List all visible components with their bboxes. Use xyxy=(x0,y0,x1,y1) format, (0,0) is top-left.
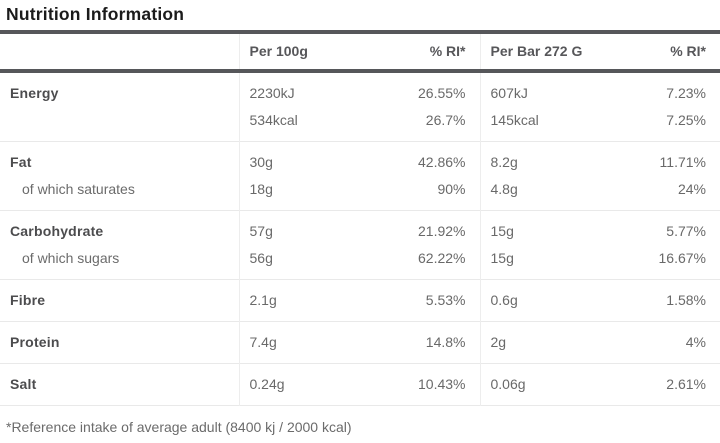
row-label: Protein xyxy=(10,334,60,350)
cell-per-bar: 0.06g xyxy=(479,363,600,406)
cell-ri-per-100g: 62.22% xyxy=(418,250,466,266)
row-label: Fibre xyxy=(10,292,46,308)
page-title: Nutrition Information xyxy=(6,4,185,24)
cell-per-100g: 534kcal xyxy=(238,107,359,142)
cell-per-100g: 56g xyxy=(238,245,359,280)
cell-per-100g: 7.4g xyxy=(238,321,359,364)
cell-ri-per-bar: 7.23% xyxy=(666,85,706,101)
cell-ri-per-bar: 4% xyxy=(685,334,706,350)
cell-ri-per-100g: 26.7% xyxy=(425,112,466,128)
cell-ri-per-100g: 14.8% xyxy=(425,334,466,350)
column-header-ri-per-bar: % RI* xyxy=(670,43,706,59)
cell-ri-per-bar: 11.71% xyxy=(659,154,706,170)
column-header-per-100g: Per 100g xyxy=(238,32,359,71)
cell-per-100g: 0.24g xyxy=(238,363,359,406)
row-label xyxy=(0,107,239,142)
cell-per-100g: 18g xyxy=(238,176,359,211)
cell-ri-per-100g: 42.86% xyxy=(418,154,466,170)
cell-per-100g: 2230kJ xyxy=(238,71,359,107)
cell-per-bar: 4.8g xyxy=(479,176,600,211)
row-label: Energy xyxy=(10,85,59,101)
cell-ri-per-bar: 5.77% xyxy=(666,223,706,239)
row-group-protein: Protein 7.4g 14.8% 2g 4% xyxy=(0,321,720,364)
table-row: of which saturates 18g 90% 4.8g 24% xyxy=(0,176,720,211)
nutrition-table: Per 100g % RI* Per Bar 272 G % RI* Energ… xyxy=(0,30,720,406)
cell-per-bar: 145kcal xyxy=(479,107,600,142)
cell-ri-per-100g: 26.55% xyxy=(418,85,466,101)
cell-per-100g: 30g xyxy=(238,141,359,176)
table-header: Per 100g % RI* Per Bar 272 G % RI* xyxy=(0,32,720,71)
cell-ri-per-100g: 21.92% xyxy=(418,223,466,239)
table-row: Fibre 2.1g 5.53% 0.6g 1.58% xyxy=(0,279,720,322)
row-label: Salt xyxy=(10,376,37,392)
table-row: Protein 7.4g 14.8% 2g 4% xyxy=(0,321,720,364)
cell-ri-per-bar: 16.67% xyxy=(658,250,706,266)
header-row: Per 100g % RI* Per Bar 272 G % RI* xyxy=(0,32,720,71)
cell-per-100g: 57g xyxy=(238,210,359,245)
row-label: Carbohydrate xyxy=(10,223,104,239)
table-row: Energy 2230kJ 26.55% 607kJ 7.23% xyxy=(0,71,720,107)
row-group-salt: Salt 0.24g 10.43% 0.06g 2.61% xyxy=(0,363,720,406)
row-label: Fat xyxy=(10,154,32,170)
cell-per-bar: 8.2g xyxy=(479,141,600,176)
reference-intake-footnote: *Reference intake of average adult (8400… xyxy=(6,419,352,435)
table-row: of which sugars 56g 62.22% 15g 16.67% xyxy=(0,245,720,280)
cell-per-bar: 0.6g xyxy=(479,279,600,322)
cell-per-bar: 15g xyxy=(479,210,600,245)
row-group-energy: Energy 2230kJ 26.55% 607kJ 7.23% 534kcal… xyxy=(0,71,720,142)
header-blank xyxy=(0,32,239,71)
cell-ri-per-bar: 24% xyxy=(677,181,706,197)
cell-ri-per-bar: 2.61% xyxy=(666,376,706,392)
row-group-fibre: Fibre 2.1g 5.53% 0.6g 1.58% xyxy=(0,279,720,322)
column-header-per-bar: Per Bar 272 G xyxy=(479,32,600,71)
cell-ri-per-100g: 10.43% xyxy=(418,376,466,392)
cell-per-bar: 15g xyxy=(479,245,600,280)
row-label: of which saturates xyxy=(22,181,135,197)
row-group-carbohydrate: Carbohydrate 57g 21.92% 15g 5.77% of whi… xyxy=(0,210,720,280)
cell-ri-per-bar: 1.58% xyxy=(666,292,706,308)
table-row: 534kcal 26.7% 145kcal 7.25% xyxy=(0,107,720,142)
column-header-ri-per-100g: % RI* xyxy=(429,43,466,59)
cell-ri-per-100g: 90% xyxy=(437,181,466,197)
row-group-fat: Fat 30g 42.86% 8.2g 11.71% of which satu… xyxy=(0,141,720,211)
row-label: of which sugars xyxy=(22,250,120,266)
cell-per-100g: 2.1g xyxy=(238,279,359,322)
table-row: Salt 0.24g 10.43% 0.06g 2.61% xyxy=(0,363,720,406)
cell-per-bar: 2g xyxy=(479,321,600,364)
table-row: Fat 30g 42.86% 8.2g 11.71% xyxy=(0,141,720,176)
cell-per-bar: 607kJ xyxy=(479,71,600,107)
cell-ri-per-100g: 5.53% xyxy=(425,292,466,308)
cell-ri-per-bar: 7.25% xyxy=(666,112,706,128)
table-row: Carbohydrate 57g 21.92% 15g 5.77% xyxy=(0,210,720,245)
